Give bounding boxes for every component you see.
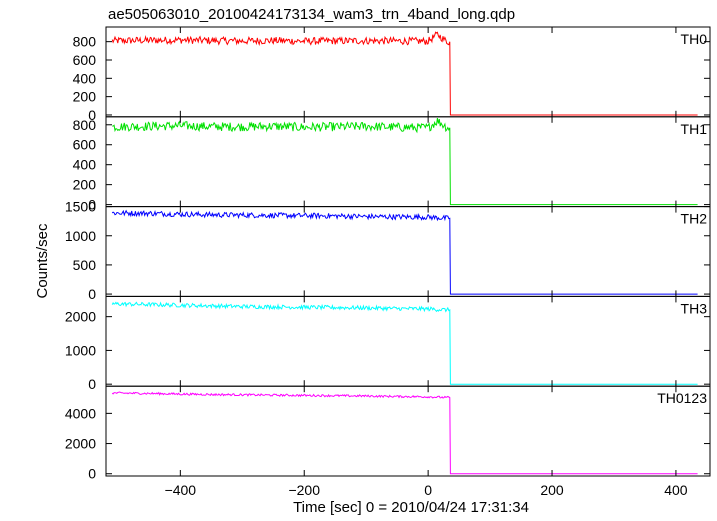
x-tick-label: 0	[424, 482, 432, 498]
y-tick-label: 200	[73, 89, 97, 105]
panel-frame	[105, 116, 711, 208]
y-tick-label: 800	[73, 117, 97, 133]
y-tick-label: 0	[88, 107, 96, 123]
panel-frame	[105, 295, 711, 387]
y-tick-label: 1000	[65, 228, 96, 244]
series-label: TH3	[681, 300, 708, 316]
panel-frame	[105, 26, 711, 118]
x-tick-label: 400	[664, 482, 688, 498]
panel-th0123: 0 2000 4000 TH0123	[65, 385, 711, 482]
series-line-th0123	[111, 391, 698, 475]
panel-frame	[105, 385, 711, 477]
x-tick-label: −200	[288, 482, 320, 498]
y-tick-label: 800	[73, 34, 97, 50]
panel-th1: 0 200 400 600 800 TH1	[73, 116, 711, 213]
y-tick-label: 1000	[65, 342, 96, 358]
y-tick-label: 0	[88, 376, 96, 392]
y-tick-label: 2000	[65, 309, 96, 325]
series-line-th3	[111, 301, 698, 385]
x-tick-label: 200	[540, 482, 564, 498]
y-tick-label: 200	[73, 177, 97, 193]
y-axis-label: Counts/sec	[34, 223, 51, 299]
series-line-th0	[111, 31, 698, 116]
series-label: TH1	[681, 121, 708, 137]
y-tick-label: 0	[88, 197, 96, 213]
y-tick-label: 2000	[65, 436, 96, 452]
panel-stack: 0 200 400 600 800 TH0 0 200 400 600 800 TH1 0 500 1000…	[65, 26, 711, 498]
series-label: TH0123	[657, 390, 707, 406]
y-tick-label: 0	[88, 286, 96, 302]
y-tick-label: 600	[73, 137, 97, 153]
y-tick-label: 4000	[65, 405, 96, 421]
panel-th2: 0 500 1000 1500 TH2	[65, 199, 711, 302]
series-label: TH0	[681, 31, 708, 47]
y-tick-label: 600	[73, 52, 97, 68]
x-axis-label: Time [sec] 0 = 2010/04/24 17:31:34	[293, 499, 529, 516]
panel-frame	[105, 206, 711, 297]
y-tick-label: 400	[73, 70, 97, 86]
series-line-th1	[112, 118, 698, 206]
x-tick-label: −400	[165, 482, 197, 498]
panel-th0: 0 200 400 600 800 TH0	[73, 26, 711, 123]
y-tick-label: 0	[88, 466, 96, 482]
panel-th3: 0 1000 2000 TH3	[65, 295, 711, 392]
series-label: TH2	[681, 211, 708, 227]
series-line-th2	[111, 209, 698, 295]
y-tick-label: 1500	[65, 199, 96, 215]
y-tick-label: 400	[73, 157, 97, 173]
chart-title: ae505063010_20100424173134_wam3_trn_4ban…	[108, 6, 515, 23]
y-tick-label: 500	[73, 257, 97, 273]
